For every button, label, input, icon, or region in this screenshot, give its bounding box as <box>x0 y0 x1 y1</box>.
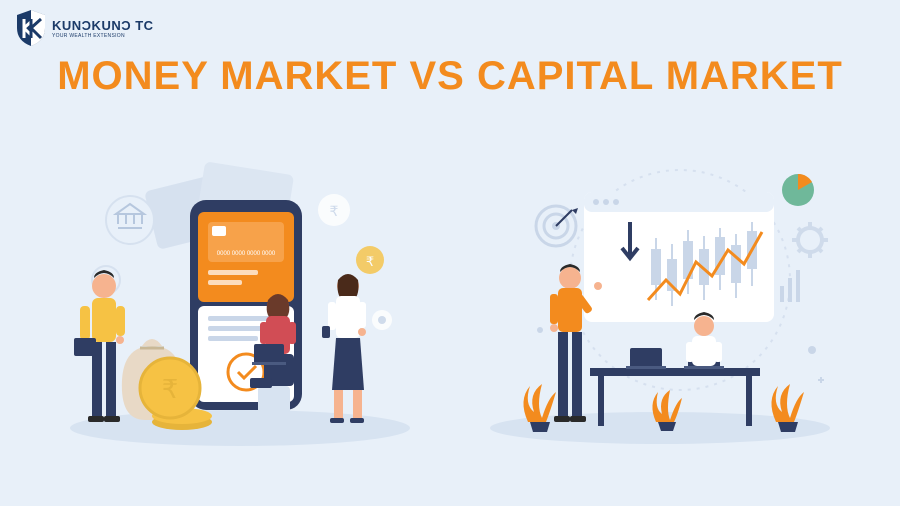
svg-text:0000 0000 0000 0000: 0000 0000 0000 0000 <box>217 251 276 257</box>
target-icon <box>536 206 578 246</box>
gear-icon <box>792 222 828 258</box>
svg-text:₹: ₹ <box>330 203 339 219</box>
page-title: MONEY MARKET VS CAPITAL MARKET <box>0 54 900 99</box>
pie-icon <box>782 174 814 206</box>
chart-screen <box>584 192 774 322</box>
brand-name: KUNƆKUNƆ TC <box>52 18 154 33</box>
brand-logo: KUNƆKUNƆ TC YOUR WEALTH EXTENSION <box>14 8 154 48</box>
svg-text:₹: ₹ <box>162 374 179 404</box>
person-man-briefcase <box>74 270 125 422</box>
shield-icon <box>14 8 48 48</box>
person-woman-phone <box>322 274 366 423</box>
money-market-illustration: ₹ 0000 0000 0000 0000 ₹ ₹ <box>60 150 420 450</box>
capital-market-illustration <box>480 150 840 450</box>
brand-tagline: YOUR WEALTH EXTENSION <box>52 33 154 39</box>
svg-text:₹: ₹ <box>366 254 374 269</box>
